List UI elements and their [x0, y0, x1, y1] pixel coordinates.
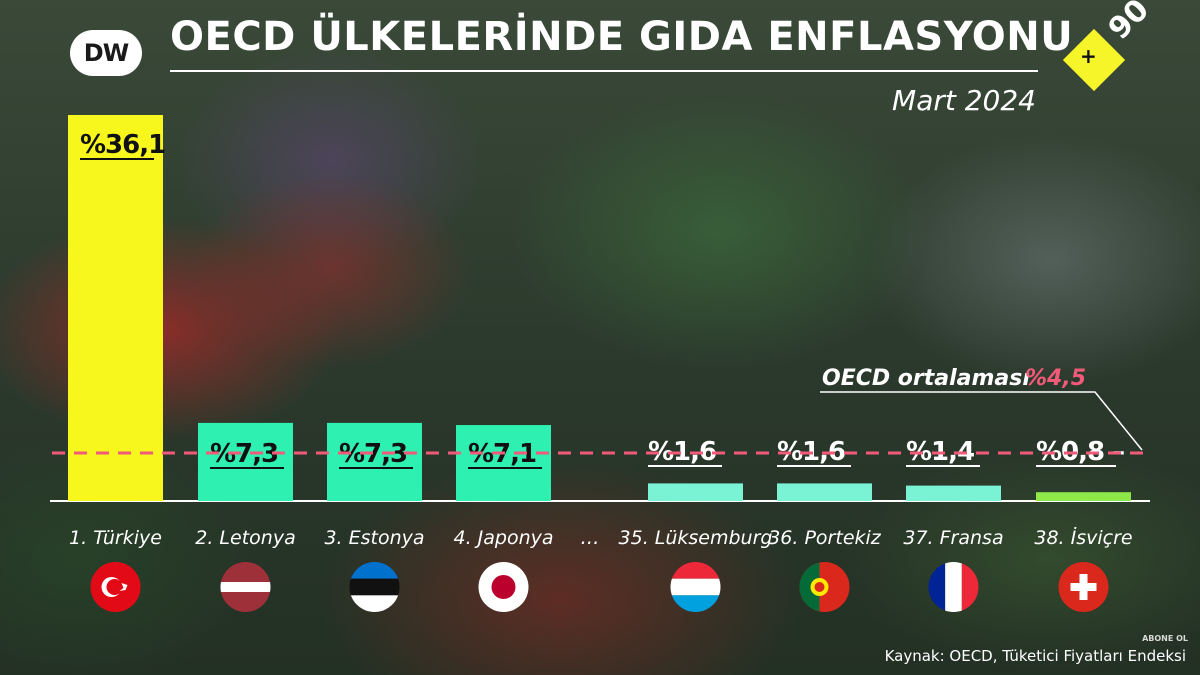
bar-1: [68, 115, 163, 501]
category-label-1: 1. Türkiye: [69, 527, 162, 549]
chart-title: OECD ÜLKELERİNDE GIDA ENFLASYONU: [170, 14, 1074, 60]
bar-5: [648, 483, 743, 501]
chart-subtitle: Mart 2024: [892, 84, 1036, 117]
bar-value-label-1: %36,1: [80, 130, 165, 160]
category-label-2: 2. Letonya: [195, 527, 295, 549]
bar-6: [777, 483, 872, 501]
oecd-average-label: OECD ortalaması: [822, 366, 1030, 391]
bar-8: [1036, 492, 1131, 501]
source-note: Kaynak: OECD, Tüketici Fiyatları Endeksi: [884, 647, 1186, 665]
oecd-average-callout-line: [820, 391, 1143, 451]
france-flag-icon: [928, 562, 979, 612]
bar-7: [906, 485, 1001, 501]
portugal-flag-icon: [799, 562, 850, 612]
oecd-average-value: %4,5: [1025, 366, 1086, 391]
bar-3: [327, 422, 422, 501]
turkey-flag-icon: [90, 562, 141, 612]
latvia-flag-icon: [220, 562, 271, 612]
subscribe-watermark: ABONE OL: [1142, 634, 1188, 643]
category-label-5: 35. Lüksemburg: [619, 527, 773, 549]
bar-4: [456, 425, 551, 501]
estonia-flag-icon: [349, 562, 400, 612]
title-underline: [170, 70, 1038, 72]
plus90-badge-plus: +: [1080, 44, 1097, 68]
gap-ellipsis: ...: [580, 525, 599, 549]
category-label-7: 37. Fransa: [903, 527, 1003, 549]
switzerland-flag-icon: [1058, 562, 1109, 612]
bar-2: [198, 422, 293, 501]
category-label-6: 36. Portekiz: [768, 527, 882, 549]
category-label-8: 38. İsviçre: [1034, 526, 1132, 549]
japan-flag-icon: [478, 562, 529, 612]
category-label-3: 3. Estonya: [324, 527, 424, 549]
category-label-4: 4. Japonya: [453, 527, 553, 549]
bar-value-label-2: %7,3: [210, 439, 278, 469]
luxembourg-flag-icon: [670, 562, 721, 612]
dw-logo: DW: [70, 30, 142, 76]
bar-value-label-5: %1,6: [648, 437, 716, 467]
